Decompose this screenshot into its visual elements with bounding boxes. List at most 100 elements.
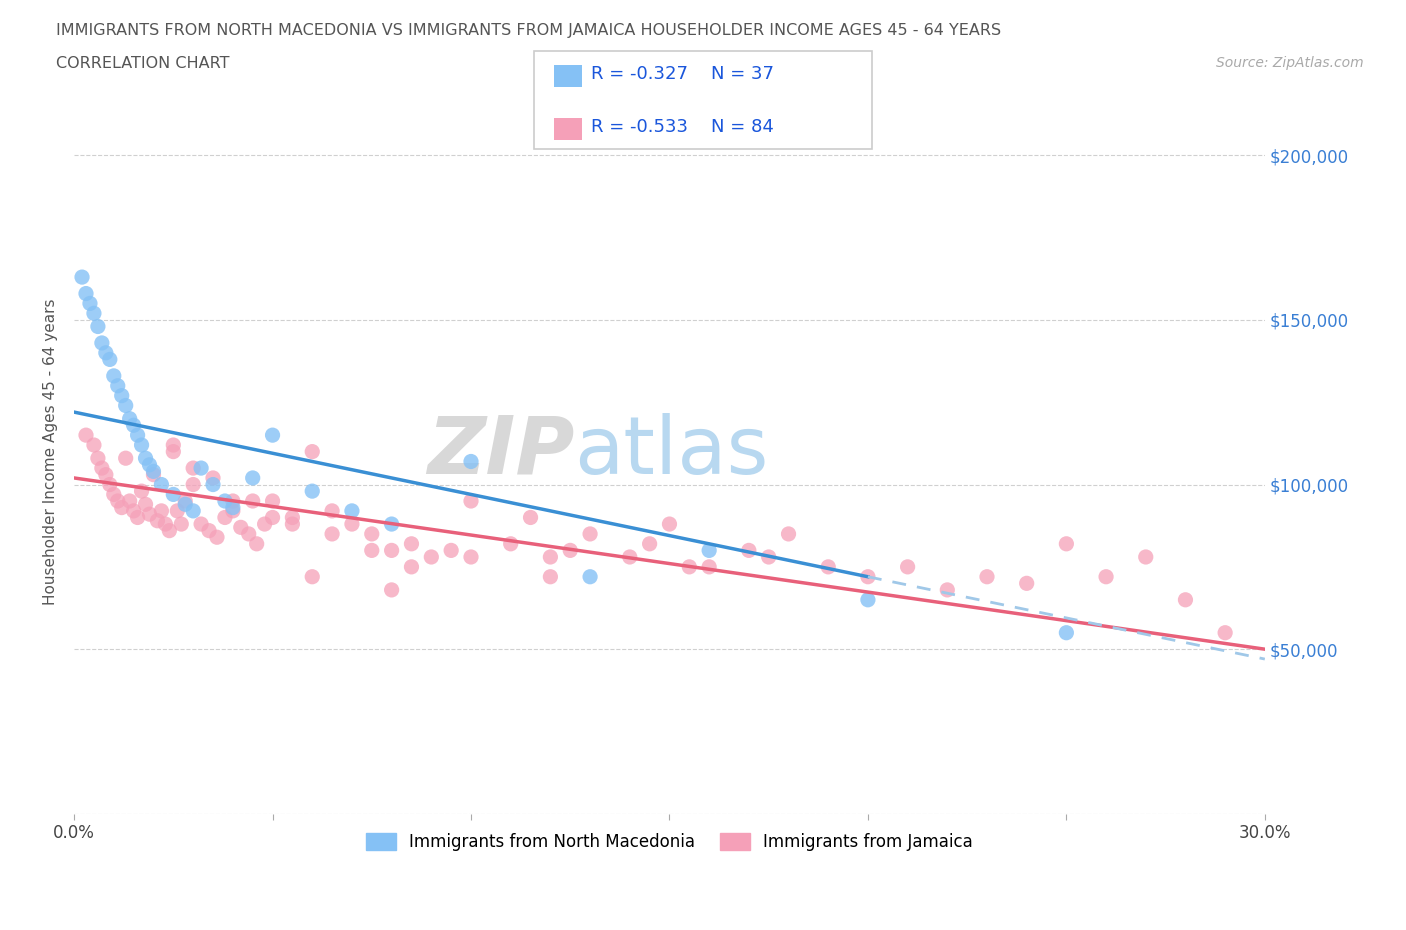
Point xyxy=(135,451,157,466)
Point xyxy=(678,560,700,575)
Point xyxy=(87,451,110,466)
Point xyxy=(146,513,169,528)
Point xyxy=(150,503,173,518)
Point xyxy=(174,494,197,509)
Point xyxy=(79,296,101,311)
Point xyxy=(1213,625,1236,640)
Point xyxy=(538,550,561,565)
Point xyxy=(360,526,382,541)
Y-axis label: Householder Income Ages 45 - 64 years: Householder Income Ages 45 - 64 years xyxy=(44,299,58,604)
Point xyxy=(90,460,112,475)
Point xyxy=(856,592,879,607)
Point xyxy=(122,418,145,432)
Point xyxy=(499,537,522,551)
Point xyxy=(460,494,482,509)
Point xyxy=(202,477,225,492)
Point xyxy=(697,543,720,558)
Point xyxy=(114,451,136,466)
Point xyxy=(242,471,264,485)
Point xyxy=(107,494,129,509)
Point xyxy=(897,560,920,575)
Point xyxy=(98,352,121,366)
Point xyxy=(758,550,780,565)
Point xyxy=(135,497,157,512)
Point xyxy=(401,560,423,575)
Point xyxy=(440,543,463,558)
Point xyxy=(262,428,284,443)
Point xyxy=(202,471,225,485)
Point xyxy=(519,510,541,525)
Point xyxy=(98,477,121,492)
Point xyxy=(579,526,602,541)
Point xyxy=(262,494,284,509)
Point xyxy=(1135,550,1157,565)
Point xyxy=(94,467,117,482)
Point xyxy=(150,477,173,492)
Point xyxy=(738,543,761,558)
Point xyxy=(75,286,97,301)
Point xyxy=(460,550,482,565)
Point xyxy=(301,569,323,584)
Point xyxy=(340,517,363,532)
Point xyxy=(856,569,879,584)
Point xyxy=(538,569,561,584)
Point xyxy=(222,494,245,509)
Point xyxy=(281,517,304,532)
Point xyxy=(381,517,404,532)
Point xyxy=(301,445,323,459)
Point xyxy=(401,537,423,551)
Point xyxy=(118,411,141,426)
Point xyxy=(222,500,245,515)
Point xyxy=(560,543,582,558)
Point xyxy=(138,458,160,472)
Point xyxy=(114,398,136,413)
Point xyxy=(360,543,382,558)
Point xyxy=(170,517,193,532)
Point xyxy=(94,345,117,360)
Point xyxy=(238,526,260,541)
Point xyxy=(1174,592,1197,607)
Point xyxy=(83,306,105,321)
Point xyxy=(131,438,153,453)
Point xyxy=(460,454,482,469)
Point xyxy=(181,503,204,518)
Point xyxy=(181,460,204,475)
Point xyxy=(242,494,264,509)
Point xyxy=(281,510,304,525)
Point xyxy=(246,537,269,551)
Point xyxy=(118,494,141,509)
Point xyxy=(638,537,661,551)
Point xyxy=(205,530,228,545)
Point xyxy=(166,503,188,518)
Point xyxy=(198,524,221,538)
Point xyxy=(131,484,153,498)
Point xyxy=(321,503,343,518)
Point xyxy=(127,428,149,443)
Point xyxy=(157,524,180,538)
Point xyxy=(190,460,212,475)
Point xyxy=(111,388,134,403)
Point xyxy=(381,582,404,597)
Point xyxy=(817,560,839,575)
Point xyxy=(340,503,363,518)
Point xyxy=(214,510,236,525)
Text: IMMIGRANTS FROM NORTH MACEDONIA VS IMMIGRANTS FROM JAMAICA HOUSEHOLDER INCOME AG: IMMIGRANTS FROM NORTH MACEDONIA VS IMMIG… xyxy=(56,23,1001,38)
Point xyxy=(103,487,125,502)
Point xyxy=(162,487,184,502)
Point xyxy=(1095,569,1118,584)
Text: ZIP: ZIP xyxy=(427,413,574,491)
Text: atlas: atlas xyxy=(574,413,769,491)
Point xyxy=(190,517,212,532)
Text: R = -0.533    N = 84: R = -0.533 N = 84 xyxy=(591,118,773,137)
Point xyxy=(142,467,165,482)
Point xyxy=(321,526,343,541)
Point xyxy=(976,569,998,584)
Point xyxy=(697,560,720,575)
Point xyxy=(381,543,404,558)
Point xyxy=(301,484,323,498)
Point xyxy=(1054,625,1077,640)
Point xyxy=(90,336,112,351)
Point xyxy=(658,517,681,532)
Point xyxy=(107,379,129,393)
Point xyxy=(87,319,110,334)
